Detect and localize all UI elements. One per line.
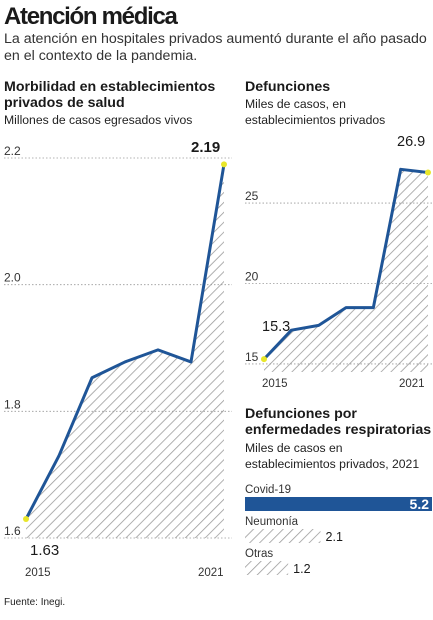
morbilidad-line-chart: 2.2 2.0 1.8 1.6 1.63 2.19 2015 2021 [4,139,232,579]
x-tick-label: 2015 [25,567,51,579]
bar-category-label: Covid-19 [245,484,291,496]
source-note: Fuente: Inegi. [4,597,66,608]
end-value-label: 2.19 [191,139,220,156]
area-hatch [26,164,224,539]
page-subtitle: La atención en hospitales privados aumen… [4,31,427,64]
bar [245,561,289,575]
x-tick-label: 2021 [198,567,224,579]
y-tick-label: 15 [245,350,259,364]
bar-value-label: 5.2 [410,496,430,512]
defunciones-chart-subtitle: Miles de casos, en establecimientos priv… [245,97,386,127]
defunciones-chart-title: Defunciones [245,79,331,95]
area-hatch [264,169,428,372]
respiratorias-chart-subtitle: Miles de casos en establecimientos priva… [245,441,420,471]
start-value-label: 1.63 [30,542,59,559]
respiratorias-bar-chart: Covid-19 5.2 Neumonía 2.1 Otras 1.2 [245,484,432,576]
y-tick-label: 1.6 [4,524,21,538]
bar-value-label: 1.2 [293,562,310,576]
y-tick-label: 25 [245,189,259,203]
bar [245,529,321,543]
bar [245,497,432,511]
y-tick-label: 2.0 [4,271,21,285]
series-line [24,164,226,520]
bar-category-label: Otras [245,548,273,560]
end-value-label: 26.9 [397,134,425,150]
data-point-marker [23,516,29,522]
data-point-marker [221,161,227,168]
x-tick-label: 2015 [262,378,288,390]
morbilidad-chart-subtitle: Millones de casos egresados vivos [4,113,193,127]
x-tick-label: 2021 [399,378,425,390]
y-tick-label: 1.8 [4,397,21,411]
bar-value-label: 2.1 [326,530,343,544]
data-point-marker [425,169,431,176]
bar-category-label: Neumonía [245,516,299,528]
morbilidad-chart-title: Morbilidad en establecimientos privados … [4,79,216,111]
y-tick-label: 20 [245,270,259,284]
respiratorias-chart-title: Defunciones por enfermedades respiratori… [245,406,432,438]
y-tick-label: 2.2 [4,144,21,158]
page-title: Atención médica [4,3,178,30]
series-line [262,167,429,361]
start-value-label: 15.3 [262,319,290,335]
data-point-marker [261,356,267,363]
